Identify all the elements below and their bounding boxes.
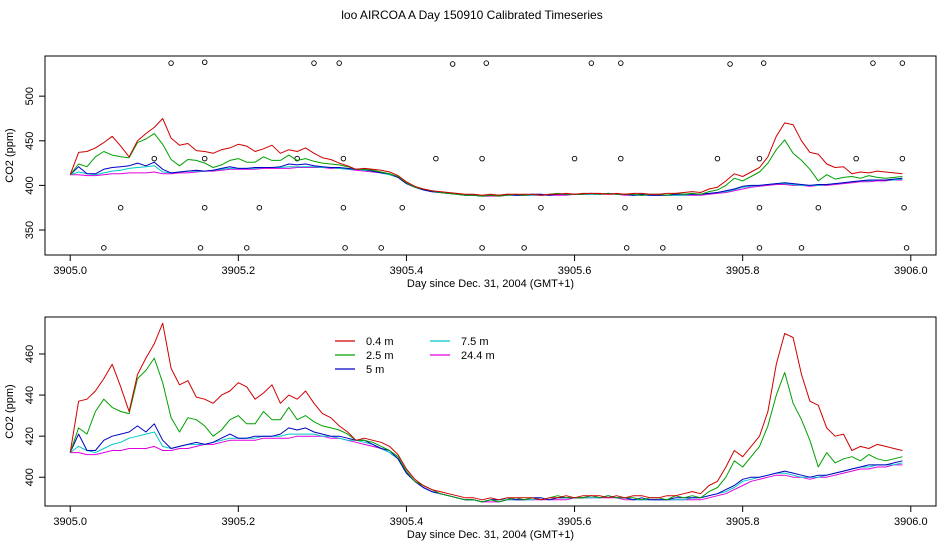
data-point-circle xyxy=(201,204,208,211)
y-tick-label: 350 xyxy=(24,221,36,239)
x-tick-label: 3905.2 xyxy=(222,265,256,277)
data-point-circle xyxy=(168,60,174,66)
data-point-circle xyxy=(479,204,485,211)
data-point-circle xyxy=(340,204,347,211)
x-tick-label: 3905.0 xyxy=(53,516,87,528)
legend-label: 7.5 m xyxy=(461,336,489,348)
data-point-circle xyxy=(538,204,544,211)
x-tick-label: 3906.0 xyxy=(894,516,928,528)
data-point-circle xyxy=(449,61,456,67)
data-point-circle xyxy=(901,204,907,211)
x-tick-label: 3905.8 xyxy=(726,516,760,528)
data-point-circle xyxy=(151,155,158,162)
data-point-circle xyxy=(903,245,910,251)
series-line-24-4-m xyxy=(70,167,903,197)
plot-area xyxy=(69,322,903,503)
y-tick-label: 400 xyxy=(24,176,36,194)
data-point-circle xyxy=(588,60,595,66)
legend-label: 0.4 m xyxy=(366,336,394,348)
x-tick-label: 3905.4 xyxy=(390,516,424,528)
data-point-circle xyxy=(479,155,485,162)
data-point-circle xyxy=(197,245,204,251)
series-line-2-5-m xyxy=(69,357,903,503)
data-point-circle xyxy=(760,60,767,66)
plot-area xyxy=(69,59,910,251)
data-point-circle xyxy=(243,245,250,251)
x-tick-label: 3905.4 xyxy=(390,265,424,277)
data-point-circle xyxy=(676,204,683,211)
data-point-circle xyxy=(618,60,624,66)
data-point-circle xyxy=(479,245,485,251)
plot-frame xyxy=(44,316,937,507)
data-point-circle xyxy=(815,204,822,211)
data-point-circle xyxy=(623,245,630,251)
data-point-circle xyxy=(378,245,384,251)
x-axis-label: Day since Dec. 31, 2004 (GMT+1) xyxy=(407,529,574,541)
series-line-0-4-m xyxy=(69,322,903,501)
x-tick-label: 3906.0 xyxy=(894,265,928,277)
data-point-circle xyxy=(201,155,208,162)
y-axis-label: CO2 (ppm) xyxy=(4,384,16,438)
legend-label: 5 m xyxy=(366,364,384,376)
legend: 0.4 m 2.5 m 5 m 7.5 m 24.4 m xyxy=(335,336,495,376)
data-point-circle xyxy=(336,60,342,66)
data-point-circle xyxy=(756,245,763,251)
series-line-5-m xyxy=(69,423,903,503)
legend-label: 2.5 m xyxy=(366,350,394,362)
data-point-circle xyxy=(256,204,263,211)
x-tick-label: 3905.2 xyxy=(222,516,256,528)
data-point-circle xyxy=(756,204,763,211)
y-tick-label: 500 xyxy=(24,87,36,105)
data-point-circle xyxy=(101,245,107,251)
y-tick-label: 460 xyxy=(24,345,36,363)
data-point-circle xyxy=(756,155,763,162)
data-point-circle xyxy=(622,204,628,211)
data-point-circle xyxy=(340,155,347,162)
series-line-0-4-m xyxy=(69,118,903,196)
data-point-circle xyxy=(201,59,208,65)
legend-label: 24.4 m xyxy=(461,350,495,362)
y-tick-label: 440 xyxy=(24,386,36,404)
data-point-circle xyxy=(618,155,624,162)
chart-title: loo AIRCOA A Day 150910 Calibrated Times… xyxy=(341,8,602,22)
data-point-circle xyxy=(660,245,666,251)
data-point-circle xyxy=(311,60,317,66)
data-point-circle xyxy=(714,155,721,162)
x-tick-label: 3905.8 xyxy=(726,265,760,277)
data-point-circle xyxy=(399,204,405,211)
x-axis-label: Day since Dec. 31, 2004 (GMT+1) xyxy=(407,278,574,290)
data-point-circle xyxy=(483,60,490,66)
data-point-circle xyxy=(798,245,805,251)
bottom-panel: 3905.0 3905.2 3905.4 3905.6 3905.8 3906.0 400 4… xyxy=(4,316,937,541)
data-point-circle xyxy=(727,61,733,67)
series-line-2-5-m xyxy=(69,133,903,197)
y-tick-label: 400 xyxy=(24,468,36,486)
data-point-circle xyxy=(433,155,439,162)
data-point-circle xyxy=(853,155,859,162)
y-tick-label: 420 xyxy=(24,427,36,445)
data-point-circle xyxy=(870,60,876,66)
data-point-circle xyxy=(899,155,906,162)
data-point-circle xyxy=(117,204,124,211)
data-point-circle xyxy=(571,155,578,162)
top-panel: 3905.0 3905.2 3905.4 3905.6 3905.8 3906.0 350 4… xyxy=(4,55,937,290)
x-tick-label: 3905.0 xyxy=(53,265,87,277)
x-tick-label: 3905.6 xyxy=(558,516,592,528)
y-tick-label: 450 xyxy=(24,132,36,150)
data-point-circle xyxy=(521,245,527,251)
x-tick-label: 3905.6 xyxy=(558,265,592,277)
plot-frame xyxy=(44,55,937,256)
data-point-circle xyxy=(899,60,906,66)
series-line-24-4-m xyxy=(70,435,903,503)
data-point-circle xyxy=(342,245,348,251)
y-axis-label: CO2 (ppm) xyxy=(4,128,16,182)
series-line-5-m xyxy=(69,161,903,197)
